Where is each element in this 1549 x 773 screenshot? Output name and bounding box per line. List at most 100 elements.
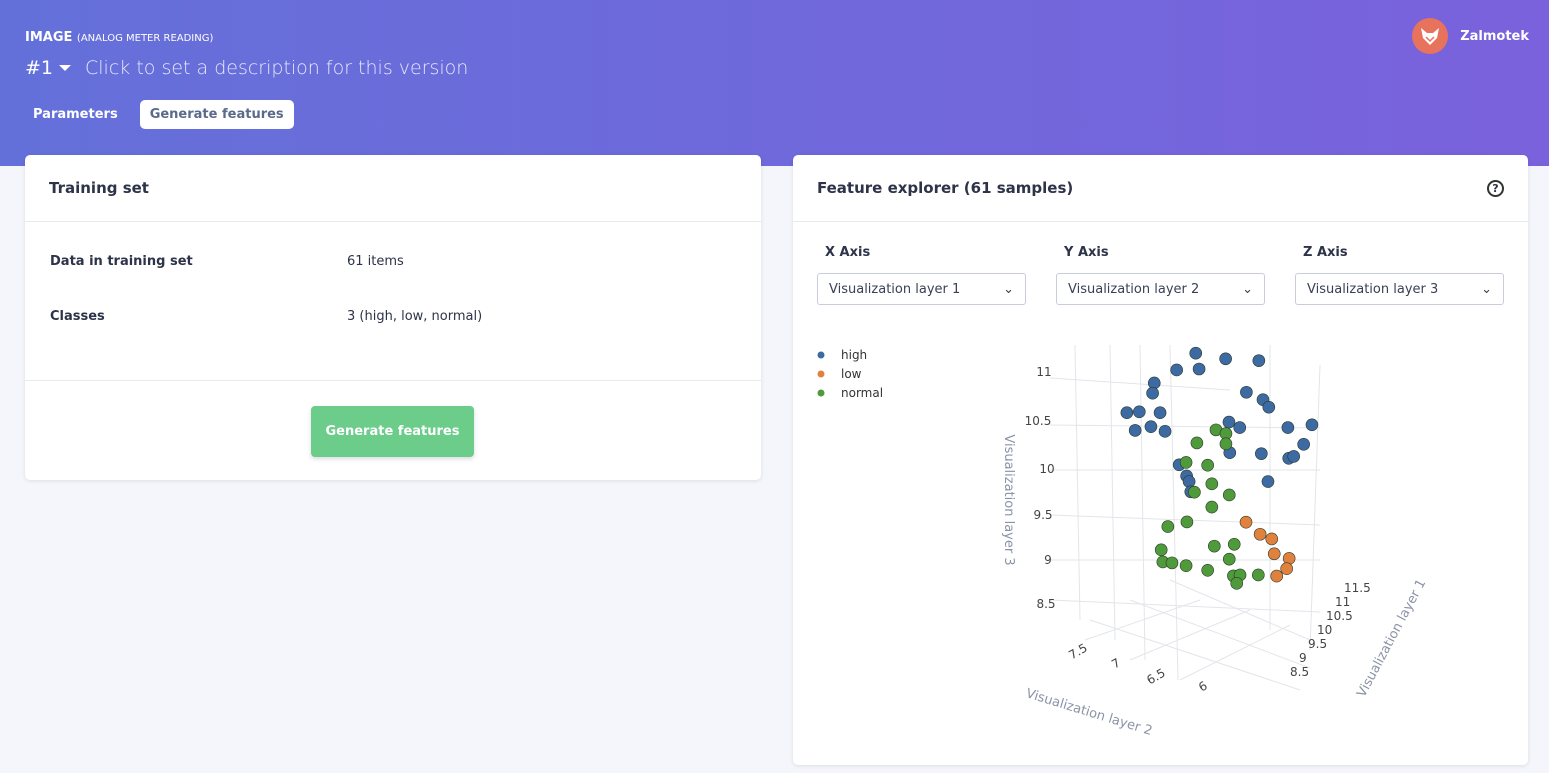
data-point-normal: [1161, 520, 1175, 533]
row-value: 61 items: [347, 254, 404, 269]
grid-line: [1129, 599, 1311, 669]
feature-explorer-card: Feature explorer (61 samples) ? X Axis Vi…: [793, 155, 1528, 765]
axis-label: Y Axis: [1064, 245, 1109, 260]
x-tick-label: 9: [1299, 651, 1307, 665]
legend-label-low: low: [841, 367, 862, 381]
z-tick-label: 10.5: [1025, 414, 1052, 428]
grid-line: [1179, 624, 1291, 681]
data-point-high: [1146, 386, 1159, 400]
data-point-normal: [1201, 564, 1214, 577]
legend-marker: [817, 370, 825, 378]
x-tick-label: 11: [1335, 595, 1350, 609]
x-tick-label: 8.5: [1290, 665, 1309, 679]
y-tick-label: 7: [1109, 656, 1123, 672]
x-tick-label: 10.5: [1326, 609, 1353, 623]
y-axis-title: Visualization layer 2: [1024, 686, 1154, 739]
grid-line: [1089, 619, 1301, 691]
y-axis-control: Y Axis Visualization layer 2 ⌄: [1056, 245, 1265, 305]
grid-line: [1084, 599, 1201, 641]
data-point-low: [1265, 532, 1279, 546]
data-point-high: [1240, 385, 1253, 399]
z-axis-title: Visualization layer 3: [1001, 434, 1016, 565]
caret-down-icon[interactable]: [59, 65, 72, 71]
grid-line: [1139, 344, 1146, 661]
version-description[interactable]: Click to set a description for this vers…: [85, 57, 469, 79]
tabs: Parameters Generate features: [23, 100, 294, 129]
select-value: Visualization layer 3: [1307, 281, 1439, 297]
data-point-high: [1233, 421, 1247, 434]
data-point-high: [1158, 425, 1172, 438]
data-point-high: [1305, 418, 1319, 432]
training-set-card: Training set Data in training set 61 item…: [25, 155, 761, 480]
legend-label-high: high: [841, 348, 867, 362]
user-menu[interactable]: Zalmotek: [1412, 18, 1529, 54]
data-point-high: [1262, 400, 1276, 414]
fox-icon: [1421, 28, 1440, 45]
data-point-low: [1270, 569, 1284, 583]
data-point-normal: [1219, 437, 1233, 451]
user-name[interactable]: Zalmotek: [1460, 28, 1529, 44]
x-axis-control: X Axis Visualization layer 1 ⌄: [817, 245, 1026, 305]
data-point-normal: [1227, 537, 1241, 551]
data-point-high: [1189, 346, 1203, 360]
data-point-normal: [1180, 515, 1194, 529]
data-point-normal: [1205, 477, 1219, 491]
x-tick-label: 11.5: [1344, 581, 1371, 595]
data-point-high: [1287, 450, 1300, 463]
data-point-high: [1144, 420, 1158, 433]
z-tick-label: 9.5: [1033, 508, 1052, 522]
data-point-high: [1153, 406, 1167, 420]
version-number[interactable]: #1: [25, 57, 54, 79]
y-axis-select[interactable]: Visualization layer 2 ⌄: [1056, 273, 1265, 305]
data-point-low: [1280, 562, 1293, 575]
z-axis-select[interactable]: Visualization layer 3 ⌄: [1295, 273, 1504, 305]
z-tick-label: 11: [1036, 365, 1051, 379]
grid-line: [1074, 344, 1081, 621]
x-axis-select[interactable]: Visualization layer 1 ⌄: [817, 273, 1026, 305]
data-point-normal: [1190, 436, 1204, 450]
grid-line: [1049, 599, 1321, 613]
generate-features-button[interactable]: Generate features: [311, 406, 474, 457]
info-row: Data in training set 61 items: [25, 234, 761, 289]
data-point-normal: [1208, 539, 1221, 553]
grid-line: [1169, 344, 1179, 681]
z-tick-label: 8.5: [1036, 597, 1055, 611]
y-tick-label: 6: [1196, 679, 1210, 695]
z-axis-control: Z Axis Visualization layer 3 ⌄: [1295, 245, 1504, 305]
project-title: IMAGE (ANALOG METER READING): [25, 30, 213, 45]
x-tick-label: 9.5: [1308, 637, 1327, 651]
chevron-down-icon: ⌄: [1242, 281, 1253, 297]
axis-label: Z Axis: [1303, 245, 1348, 260]
tab-generate-features[interactable]: Generate features: [139, 100, 294, 129]
grid-line: [1129, 609, 1251, 661]
data-point-normal: [1205, 500, 1219, 514]
subtitle-text: (ANALOG METER READING): [76, 33, 214, 44]
header: IMAGE (ANALOG METER READING) #1 Click to …: [0, 0, 1549, 166]
title-text: IMAGE: [25, 30, 73, 45]
avatar[interactable]: [1412, 18, 1449, 54]
data-point-high: [1120, 406, 1134, 420]
data-point-low: [1253, 527, 1267, 541]
data-point-high: [1170, 363, 1183, 377]
chevron-down-icon: ⌄: [1481, 281, 1492, 297]
data-point-high: [1261, 475, 1275, 488]
data-point-normal: [1201, 458, 1214, 472]
legend-label-normal: normal: [841, 386, 883, 400]
grid-line: [1309, 364, 1321, 651]
data-point-normal: [1154, 543, 1168, 557]
z-tick-label: 9: [1044, 553, 1052, 567]
data-point-high: [1252, 354, 1266, 367]
tab-parameters[interactable]: Parameters: [33, 107, 118, 122]
row-label: Classes: [50, 309, 105, 324]
data-point-high: [1192, 362, 1206, 376]
data-point-normal: [1165, 556, 1179, 570]
x-tick-label: 10: [1317, 623, 1332, 637]
data-point-normal: [1252, 568, 1265, 582]
grid-line: [1109, 344, 1116, 641]
version-selector[interactable]: #1 Click to set a description for this ve…: [25, 57, 468, 79]
grid-line: [1049, 377, 1231, 391]
data-point-high: [1219, 352, 1232, 366]
select-value: Visualization layer 2: [1068, 281, 1200, 297]
help-icon[interactable]: ?: [1487, 180, 1504, 197]
